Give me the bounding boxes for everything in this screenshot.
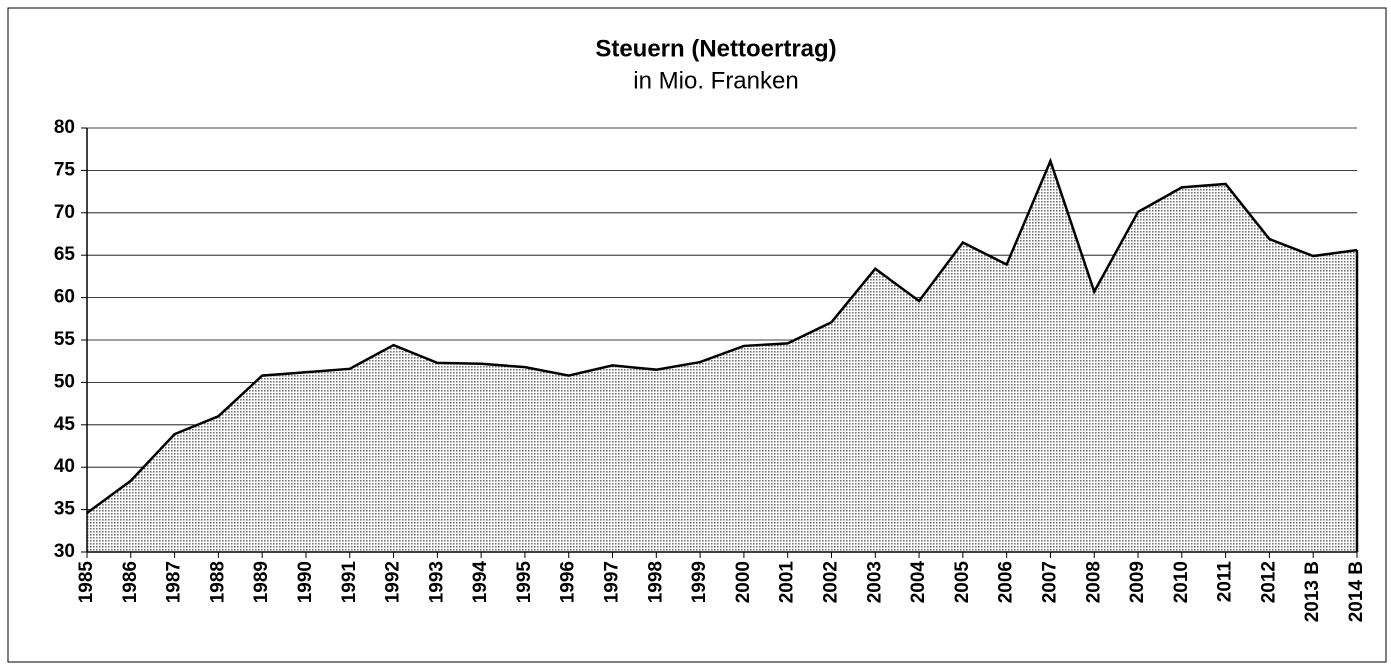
- x-tick-label: 1995: [514, 561, 535, 604]
- x-tick-label: 2004: [908, 561, 929, 604]
- y-tick-label: 80: [54, 117, 75, 138]
- x-tick-label: 1994: [470, 561, 491, 604]
- x-tick-label: 2009: [1127, 561, 1148, 603]
- x-tick-label: 2007: [1039, 561, 1060, 603]
- y-tick-label: 60: [54, 287, 75, 308]
- y-tick-label: 55: [54, 329, 76, 350]
- x-tick-label: 2001: [777, 561, 798, 604]
- y-tick-label: 70: [54, 202, 75, 223]
- x-tick-label: 1999: [689, 561, 710, 603]
- x-tick-label: 2008: [1083, 561, 1104, 603]
- x-tick-label: 1990: [295, 561, 316, 603]
- x-tick-label: 2014 B: [1346, 561, 1367, 622]
- y-tick-label: 65: [54, 244, 76, 265]
- x-tick-label: 2006: [996, 561, 1017, 603]
- x-tick-label: 1986: [120, 561, 141, 603]
- chart-title: Steuern (Nettoertrag): [595, 35, 836, 62]
- x-tick-label: 2012: [1258, 561, 1279, 603]
- x-tick-label: 1993: [426, 561, 447, 603]
- y-tick-label: 75: [54, 159, 76, 180]
- x-tick-label: 1988: [207, 561, 228, 603]
- x-tick-label: 1991: [339, 561, 360, 604]
- x-tick-label: 1989: [251, 561, 272, 603]
- x-tick-label: 2013 B: [1302, 561, 1323, 622]
- area-line: [86, 157, 1358, 514]
- y-tick-label: 35: [54, 499, 76, 520]
- y-tick-label: 30: [54, 541, 75, 562]
- x-tick-label: 2011: [1215, 561, 1236, 603]
- y-tick-label: 50: [54, 371, 75, 392]
- chart-subtitle: in Mio. Franken: [633, 67, 798, 94]
- x-tick-label: 1985: [76, 561, 97, 604]
- x-tick-label: 2005: [952, 561, 973, 604]
- x-tick-label: 1987: [164, 561, 185, 603]
- x-tick-label: 2003: [864, 561, 885, 603]
- x-tick-label: 1992: [383, 561, 404, 603]
- x-tick-label: 2002: [820, 561, 841, 603]
- x-tick-label: 1997: [602, 561, 623, 603]
- x-tick-label: 2000: [733, 561, 754, 603]
- x-tick-label: 1996: [558, 561, 579, 603]
- x-tick-label: 1998: [645, 561, 666, 603]
- y-tick-label: 45: [54, 414, 76, 435]
- y-tick-label: 40: [54, 456, 75, 477]
- x-tick-label: 2010: [1171, 561, 1192, 603]
- area: [87, 161, 1357, 552]
